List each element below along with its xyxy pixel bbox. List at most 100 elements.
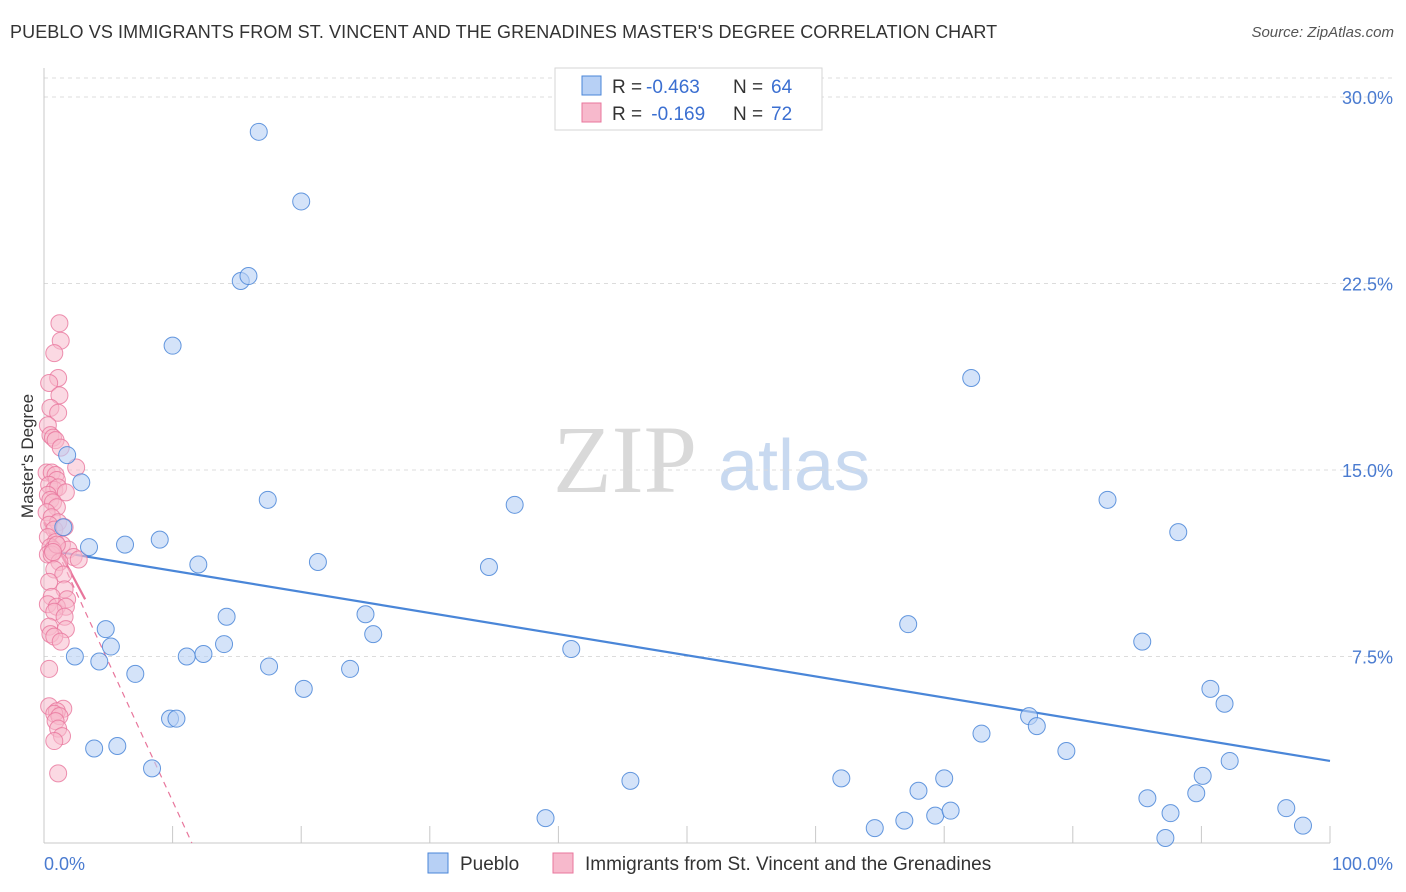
- pueblo-point-29: [505, 495, 524, 514]
- pueblo-point-33: [85, 739, 104, 758]
- immigrants-point-45: [40, 572, 59, 591]
- pueblo-point-52: [1161, 804, 1180, 823]
- pueblo-point-44: [972, 724, 991, 743]
- immigrants-point-68: [45, 732, 64, 751]
- pueblo-point-24: [260, 657, 279, 676]
- pueblo-point-5: [58, 446, 77, 465]
- pueblo-point-46: [1027, 717, 1046, 736]
- pueblo-point-48: [1098, 490, 1117, 509]
- pueblo-point-30: [562, 640, 581, 659]
- pueblo-point-26: [341, 659, 360, 678]
- pueblo-point-53: [1169, 523, 1188, 542]
- pueblo-point-23: [215, 635, 234, 654]
- pueblo-point-63: [941, 801, 960, 820]
- tick-labels: 7.5% 15.0% 22.5% 30.0% 0.0% 100.0%: [44, 88, 1393, 874]
- pueblo-trend-line: [43, 548, 1331, 763]
- pueblo-point-22: [194, 645, 213, 664]
- pueblo-point-47: [1057, 741, 1076, 760]
- pueblo-point-8: [80, 538, 99, 557]
- immigrants-points: [37, 314, 88, 783]
- pueblo-point-14: [356, 605, 375, 624]
- legend-n-value-1: 64: [771, 77, 793, 98]
- pueblo-point-36: [536, 809, 555, 828]
- legend-r-value-1: -0.463: [646, 77, 700, 98]
- x-tick-label-max: 100.0%: [1332, 854, 1393, 874]
- pueblo-point-20: [126, 664, 145, 683]
- pueblo-point-62: [832, 769, 851, 788]
- legend-r-label-1: R =: [612, 77, 642, 98]
- pueblo-point-6: [72, 473, 91, 492]
- pueblo-point-41: [926, 806, 945, 825]
- pueblo-point-25: [294, 679, 313, 698]
- pueblo-point-59: [1277, 799, 1296, 818]
- watermark-atlas: atlas: [718, 426, 870, 506]
- series-legend: Pueblo Immigrants from St. Vincent and t…: [427, 852, 991, 875]
- axes: [43, 68, 1331, 844]
- pueblo-point-12: [258, 490, 277, 509]
- pueblo-point-16: [96, 620, 115, 639]
- pueblo-point-15: [217, 607, 236, 626]
- immigrants-point-7: [49, 403, 68, 422]
- legend-swatch-pueblo: [581, 75, 602, 96]
- immigrants-point-71: [44, 543, 63, 562]
- legend-r-label-2: R =: [612, 104, 642, 125]
- bottom-legend-immigrants: Immigrants from St. Vincent and the Gren…: [585, 854, 991, 875]
- pueblo-point-42: [935, 769, 954, 788]
- y-tick-label-3: 30.0%: [1342, 88, 1393, 108]
- legend-swatch-immigrants: [581, 102, 602, 123]
- legend-n-value-2: 72: [771, 104, 792, 125]
- pueblo-point-1: [292, 192, 311, 211]
- pueblo-point-18: [65, 647, 84, 666]
- pueblo-point-10: [150, 530, 169, 549]
- y-tick-label-0: 7.5%: [1352, 648, 1393, 668]
- pueblo-point-37: [621, 771, 640, 790]
- legend-n-label-2: N =: [733, 104, 763, 125]
- immigrants-point-59: [40, 659, 59, 678]
- immigrants-point-41: [69, 550, 88, 569]
- pueblo-point-51: [1156, 829, 1175, 848]
- legend-r-value-2: -0.169: [646, 104, 705, 125]
- y-tick-label-1: 15.0%: [1342, 461, 1393, 481]
- pueblo-point-32: [167, 709, 186, 728]
- pueblo-point-27: [364, 625, 383, 644]
- y-axis-label: Master's Degree: [18, 394, 37, 518]
- chart-title: PUEBLO VS IMMIGRANTS FROM ST. VINCENT AN…: [10, 22, 998, 42]
- pueblo-point-3: [239, 267, 258, 286]
- pueblo-point-60: [1293, 816, 1312, 835]
- pueblo-point-0: [249, 122, 268, 141]
- pueblo-point-4: [163, 336, 182, 355]
- immigrants-point-58: [51, 632, 70, 651]
- pueblo-point-7: [54, 518, 73, 537]
- pueblo-point-9: [116, 535, 135, 554]
- pueblo-point-28: [479, 557, 498, 576]
- pueblo-point-13: [308, 553, 327, 572]
- immigrants-point-21: [56, 483, 75, 502]
- trend-lines: [43, 521, 1331, 844]
- watermark-zip: ZIP: [553, 406, 697, 513]
- pueblo-point-39: [895, 811, 914, 830]
- gridlines: [44, 77, 1392, 657]
- pueblo-point-19: [90, 652, 109, 671]
- immigrants-point-69: [49, 764, 68, 783]
- pueblo-point-55: [1193, 766, 1212, 785]
- correlation-legend: R = -0.463 N = 64 R = -0.169 N = 72: [554, 67, 823, 131]
- pueblo-point-35: [143, 759, 162, 778]
- x-tick-label-min: 0.0%: [44, 854, 85, 874]
- bottom-legend-pueblo: Pueblo: [460, 854, 519, 875]
- pueblo-point-17: [101, 637, 120, 656]
- legend-n-label-1: N =: [733, 77, 763, 98]
- pueblo-point-61: [899, 615, 918, 634]
- pueblo-point-40: [909, 781, 928, 800]
- pueblo-point-57: [1215, 694, 1234, 713]
- pueblo-points: [54, 122, 1312, 848]
- pueblo-point-43: [962, 368, 981, 387]
- bottom-legend-swatch-immigrants: [552, 852, 574, 874]
- immigrants-point-0: [50, 314, 69, 333]
- pueblo-point-21: [177, 647, 196, 666]
- pueblo-point-34: [108, 737, 127, 756]
- pueblo-point-49: [1133, 632, 1152, 651]
- pueblo-point-38: [865, 819, 884, 838]
- pueblo-point-58: [1220, 751, 1239, 770]
- immigrants-point-2: [45, 344, 64, 363]
